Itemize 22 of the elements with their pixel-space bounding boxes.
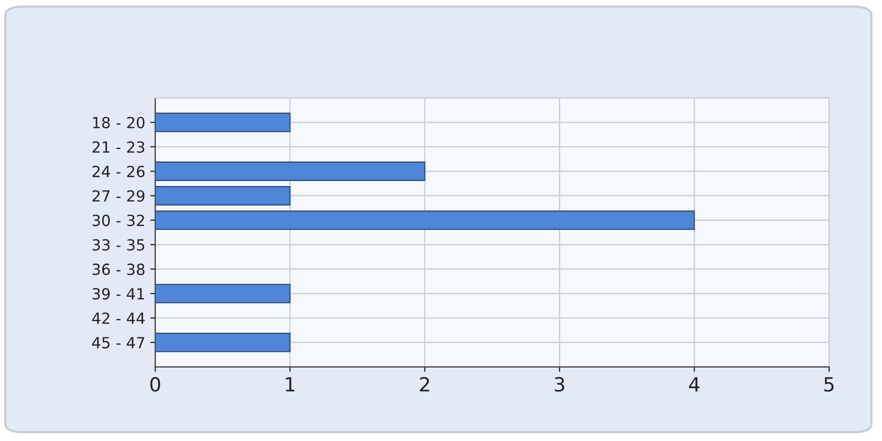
bar <box>155 186 291 206</box>
y-tick-label: 24 - 26 <box>92 166 145 178</box>
y-tick-label: 21 - 23 <box>92 141 144 153</box>
x-tick-label: 2 <box>420 376 430 392</box>
y-tick-label: 42 - 44 <box>92 312 145 324</box>
y-tick-label: 36 - 38 <box>92 264 144 276</box>
bar <box>155 284 291 304</box>
x-tick-label: 5 <box>824 377 834 392</box>
x-tick-label: 4 <box>689 377 700 392</box>
y-tick-label: 27 - 29 <box>92 190 144 202</box>
y-tick-label: 18 - 20 <box>93 116 144 128</box>
y-tick-label: 39 - 41 <box>92 288 144 300</box>
bar <box>155 332 291 352</box>
x-tick-label: 3 <box>554 376 564 392</box>
x-tick-label: 0 <box>150 376 160 392</box>
y-tick-label: 30 - 32 <box>92 214 144 226</box>
x-tick-label: 1 <box>286 377 294 392</box>
bar <box>155 162 426 181</box>
y-tick-label: 33 - 35 <box>92 239 144 251</box>
bar <box>155 210 695 230</box>
bar <box>155 112 291 132</box>
y-tick-label: 45 - 47 <box>92 337 144 348</box>
